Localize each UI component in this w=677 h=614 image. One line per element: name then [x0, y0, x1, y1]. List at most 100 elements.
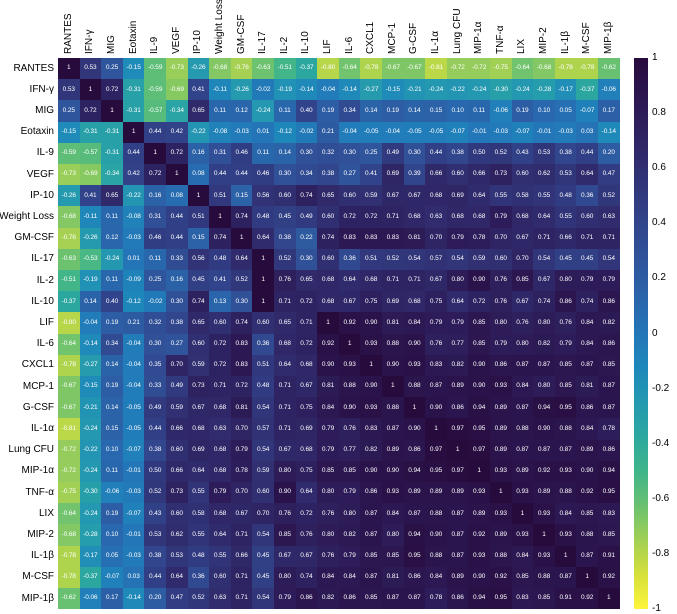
heatmap-cell: -0.03 — [123, 546, 145, 567]
heatmap-cell: 0.55 — [188, 482, 210, 503]
heatmap-cell: 0.95 — [598, 482, 620, 503]
heatmap-cell: 0.79 — [447, 228, 469, 249]
heatmap-cell: 0.86 — [360, 482, 382, 503]
heatmap-cell: 0.93 — [555, 461, 577, 482]
heatmap-cell: -0.14 — [123, 588, 145, 609]
heatmap-cell: 0.68 — [317, 291, 339, 312]
heatmap-cell: 0.71 — [404, 270, 426, 291]
heatmap-cell: -0.34 — [166, 100, 188, 121]
heatmap-cell: -0.07 — [512, 122, 534, 143]
heatmap-cell: 0.89 — [490, 397, 512, 418]
heatmap-cell: -0.37 — [80, 567, 102, 588]
heatmap-cell: 0.88 — [555, 482, 577, 503]
heatmap-cell: -0.02 — [296, 122, 318, 143]
heatmap-cell: 0.48 — [252, 376, 274, 397]
heatmap-cell: 0.49 — [382, 143, 404, 164]
heatmap-cell: 0.68 — [209, 440, 231, 461]
heatmap-cell: 0.80 — [317, 482, 339, 503]
y-label: MIG — [35, 106, 54, 116]
heatmap-cell: 0.25 — [360, 143, 382, 164]
heatmap-cell: 0.70 — [231, 418, 253, 439]
heatmap-cell: 0.86 — [339, 588, 361, 609]
heatmap-cell: 0.86 — [404, 567, 426, 588]
heatmap-cell: 0.60 — [252, 312, 274, 333]
heatmap-cell: 0.80 — [447, 270, 469, 291]
heatmap-cell: 0.79 — [576, 270, 598, 291]
heatmap-cell: 0.54 — [252, 524, 274, 545]
heatmap-cell: 0.97 — [468, 440, 490, 461]
heatmap-cell: 0.80 — [274, 567, 296, 588]
heatmap-cell: 0.86 — [598, 291, 620, 312]
heatmap-cell: -0.17 — [80, 546, 102, 567]
heatmap-cell: 0.38 — [317, 164, 339, 185]
heatmap-cell: 0.41 — [360, 164, 382, 185]
heatmap-cell: 0.87 — [533, 440, 555, 461]
heatmap-cell: 0.87 — [576, 546, 598, 567]
heatmap-cell: 1 — [339, 334, 361, 355]
heatmap-cell: 0.93 — [490, 503, 512, 524]
heatmap-cell: 0.44 — [166, 228, 188, 249]
heatmap-cell: 0.69 — [188, 440, 210, 461]
heatmap-cell: -0.08 — [123, 206, 145, 227]
heatmap-cell: 0.25 — [58, 100, 80, 121]
heatmap-cell: 0.94 — [468, 397, 490, 418]
heatmap-cell: 0.83 — [231, 355, 253, 376]
heatmap-cell: 0.15 — [425, 100, 447, 121]
heatmap-cell: -0.22 — [188, 122, 210, 143]
heatmap-cell: 0.62 — [166, 524, 188, 545]
y-label: Lung CFU — [8, 445, 54, 455]
heatmap-cell: -0.72 — [447, 58, 469, 79]
heatmap-cell: 0.19 — [101, 376, 123, 397]
heatmap-cell: 0.15 — [101, 418, 123, 439]
heatmap-cell: -0.72 — [468, 58, 490, 79]
heatmap-cell: 0.38 — [274, 228, 296, 249]
heatmap-cell: 1 — [360, 355, 382, 376]
heatmap-cell: 0.66 — [231, 546, 253, 567]
heatmap-cell: 0.72 — [101, 79, 123, 100]
heatmap-cell: 0.44 — [166, 206, 188, 227]
heatmap-cell: 0.49 — [166, 376, 188, 397]
heatmap-cell: 0.94 — [468, 588, 490, 609]
heatmap-cell: -0.51 — [274, 58, 296, 79]
x-label: GM-CSF — [237, 15, 247, 54]
heatmap-cell: 0.69 — [296, 418, 318, 439]
heatmap-cell: 1 — [576, 567, 598, 588]
x-label: IL-17 — [258, 31, 268, 54]
heatmap-cell: 0.74 — [576, 291, 598, 312]
heatmap-cell: 1 — [447, 440, 469, 461]
heatmap-cell: 0.70 — [490, 228, 512, 249]
heatmap-cell: 0.53 — [58, 79, 80, 100]
heatmap-cell: 0.32 — [317, 143, 339, 164]
heatmap-cell: -0.78 — [58, 546, 80, 567]
heatmap-cell: 0.58 — [512, 185, 534, 206]
heatmap-cell: 0.14 — [101, 397, 123, 418]
heatmap-cell: -0.24 — [512, 79, 534, 100]
heatmap-cell: 0.92 — [533, 461, 555, 482]
heatmap-cell: 0.19 — [382, 100, 404, 121]
heatmap-cell: -0.34 — [101, 164, 123, 185]
heatmap-cell: -0.19 — [274, 79, 296, 100]
heatmap-cell: 0.90 — [339, 397, 361, 418]
heatmap-cell: -0.24 — [101, 249, 123, 270]
heatmap-cell: 0.10 — [447, 100, 469, 121]
heatmap-cell: 0.27 — [166, 334, 188, 355]
heatmap-cell: 0.19 — [512, 100, 534, 121]
heatmap-cell: -0.30 — [490, 79, 512, 100]
heatmap-cell: 0.48 — [209, 249, 231, 270]
heatmap-cell: 0.90 — [360, 376, 382, 397]
y-label: G-CSF — [23, 403, 54, 413]
heatmap-cell: 0.21 — [317, 122, 339, 143]
heatmap-cell: 0.48 — [252, 206, 274, 227]
heatmap-cell: 0.92 — [490, 567, 512, 588]
heatmap-cell: 0.93 — [382, 482, 404, 503]
heatmap-cell: 0.75 — [296, 461, 318, 482]
heatmap-cell: 0.85 — [555, 376, 577, 397]
heatmap-cell: 0.66 — [425, 164, 447, 185]
heatmap-cell: 0.64 — [576, 164, 598, 185]
heatmap-cell: 0.70 — [231, 482, 253, 503]
heatmap-cell: 0.70 — [252, 503, 274, 524]
heatmap-cell: 0.86 — [447, 588, 469, 609]
heatmap-cell: 0.81 — [382, 312, 404, 333]
heatmap-cell: 0.27 — [339, 164, 361, 185]
heatmap-cell: 0.30 — [404, 143, 426, 164]
